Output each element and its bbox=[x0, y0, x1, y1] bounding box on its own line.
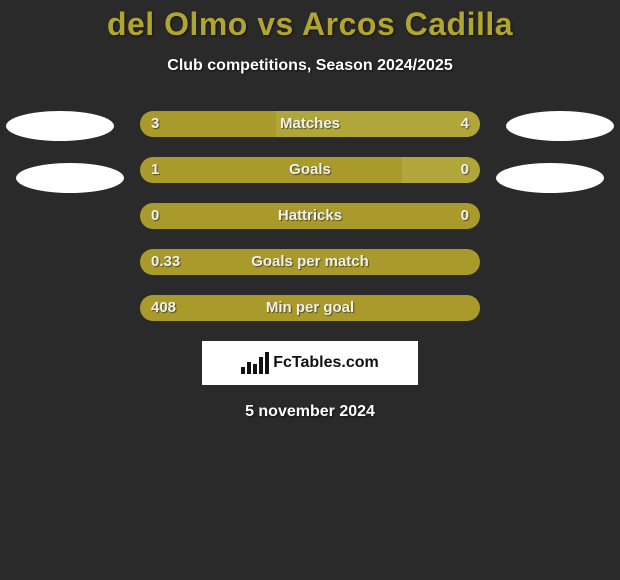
stat-row: Goals per match0.33 bbox=[0, 249, 620, 275]
stat-bar-full bbox=[140, 295, 480, 321]
stat-value-right: 0 bbox=[461, 157, 469, 183]
stat-row: Min per goal408 bbox=[0, 295, 620, 321]
comparison-infographic: del Olmo vs Arcos Cadilla Club competiti… bbox=[0, 0, 620, 580]
stat-value-left: 1 bbox=[151, 157, 159, 183]
stat-bar-full bbox=[140, 249, 480, 275]
stat-value-left: 0 bbox=[151, 203, 159, 229]
stat-bar-track: Goals per match bbox=[140, 249, 480, 275]
stat-value-left: 0.33 bbox=[151, 249, 180, 275]
stat-value-left: 3 bbox=[151, 111, 159, 137]
page-title: del Olmo vs Arcos Cadilla bbox=[0, 6, 620, 43]
bar-chart-icon bbox=[241, 352, 267, 374]
player-left-avatar bbox=[6, 111, 114, 141]
source-logo: FcTables.com bbox=[202, 341, 418, 385]
stat-bar-left bbox=[140, 111, 276, 137]
snapshot-date: 5 november 2024 bbox=[0, 403, 620, 421]
stat-value-left: 408 bbox=[151, 295, 176, 321]
source-logo-text: FcTables.com bbox=[273, 354, 379, 372]
player-left-avatar bbox=[16, 163, 124, 193]
stat-bar-track: Min per goal bbox=[140, 295, 480, 321]
page-subtitle: Club competitions, Season 2024/2025 bbox=[0, 57, 620, 75]
chart-area: Matches34Goals10Hattricks00Goals per mat… bbox=[0, 111, 620, 321]
stat-bar-left bbox=[140, 157, 402, 183]
stat-row: Hattricks0 0 bbox=[0, 203, 620, 229]
stat-bar-track: Matches bbox=[140, 111, 480, 137]
stat-bar-track: Hattricks bbox=[140, 203, 480, 229]
stat-value-right: 0 bbox=[461, 203, 469, 229]
stat-value-right: 4 bbox=[461, 111, 469, 137]
stat-bar-track: Goals bbox=[140, 157, 480, 183]
player-right-avatar bbox=[506, 111, 614, 141]
player-right-avatar bbox=[496, 163, 604, 193]
stat-bar-full bbox=[140, 203, 480, 229]
stat-bar-right bbox=[276, 111, 480, 137]
